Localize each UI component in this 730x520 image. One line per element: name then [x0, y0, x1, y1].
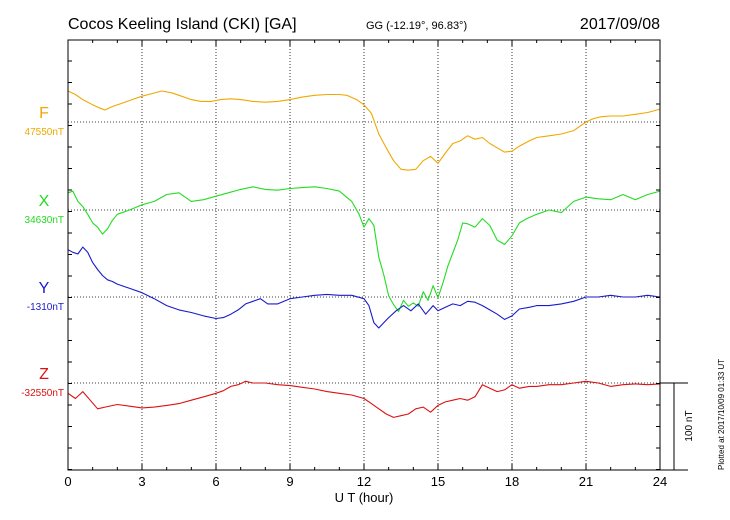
x-axis-label: U T (hour) — [335, 490, 394, 505]
station-coords: GG (-12.19°, 96.83°) — [366, 20, 467, 32]
x-axis: 0 3 6 9 12 15 18 21 24 — [64, 40, 667, 489]
x-tick-label: 6 — [212, 474, 219, 489]
x-tick-label: 9 — [286, 474, 293, 489]
series-line-z — [67, 380, 661, 418]
series-name-y: Y — [39, 280, 50, 297]
series-baseline-y: -1310nT — [27, 302, 64, 313]
x-tick-label: 24 — [653, 474, 667, 489]
scale-bar-label: 100 nT — [684, 410, 695, 441]
x-tick-label: 3 — [138, 474, 145, 489]
chart-title: Cocos Keeling Island (CKI) [GA] — [68, 16, 297, 33]
plotted-timestamp: Plotted at 2017/10/09 01:33 UT — [717, 359, 726, 470]
series-line-x — [67, 186, 661, 313]
x-tick-label: 18 — [505, 474, 519, 489]
chart-date: 2017/09/08 — [580, 16, 660, 33]
series-name-z: Z — [39, 366, 49, 383]
scale-bar: 100 nT — [660, 382, 695, 471]
x-tick-label: 0 — [64, 474, 71, 489]
series-baseline-x: 34630nT — [25, 215, 64, 226]
series-labels: F 47550nT X 34630nT Y -1310nT Z -32550nT — [21, 105, 64, 399]
series-lines — [67, 90, 661, 418]
series-baseline-f: 47550nT — [25, 127, 64, 138]
series-line-f — [67, 90, 661, 171]
series-name-x: X — [39, 193, 50, 210]
x-tick-label: 12 — [357, 474, 371, 489]
series-baseline-z: -32550nT — [21, 388, 64, 399]
series-name-f: F — [39, 105, 49, 122]
x-tick-label: 21 — [579, 474, 593, 489]
series-line-y — [67, 246, 661, 329]
x-tick-label: 15 — [431, 474, 445, 489]
